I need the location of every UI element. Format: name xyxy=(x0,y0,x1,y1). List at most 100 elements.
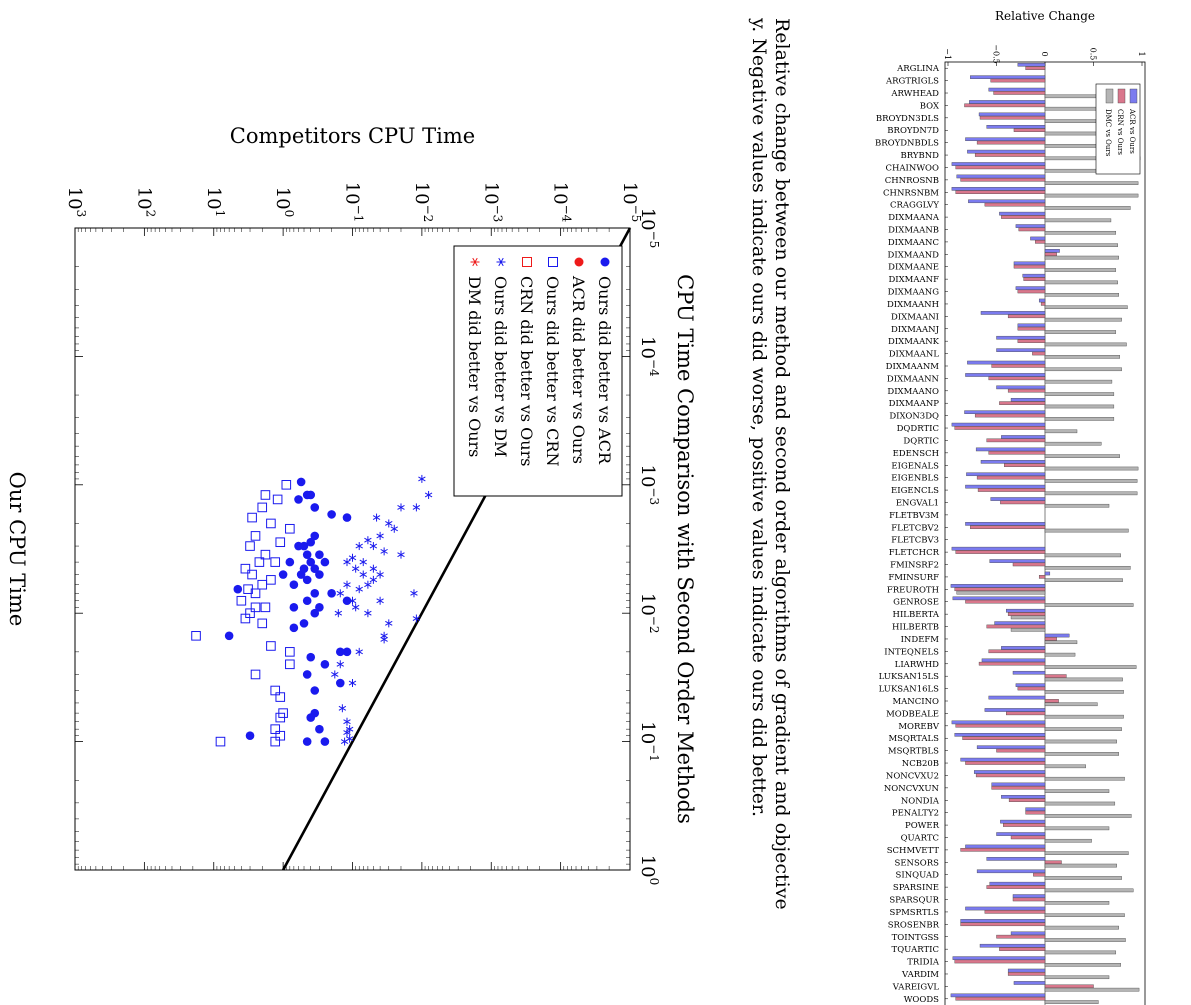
scatter-point xyxy=(342,596,352,606)
star-stroke xyxy=(369,543,378,549)
star-stroke xyxy=(472,257,478,267)
bar-acr xyxy=(996,335,1046,340)
scatter-point xyxy=(302,550,312,559)
star-marker xyxy=(390,524,398,533)
star-marker xyxy=(364,536,372,545)
scatter-legend-label: DM did better vs Ours xyxy=(465,276,484,457)
bar-acr xyxy=(976,869,1046,874)
value-tick-label: 0.5 xyxy=(1089,48,1098,61)
bar-crn xyxy=(984,910,1046,914)
bar-acr xyxy=(991,782,1046,787)
star-stroke xyxy=(336,590,344,596)
bar-crn xyxy=(990,78,1046,83)
star-stroke xyxy=(351,604,360,610)
scatter-point xyxy=(302,596,312,606)
bar-legend-box xyxy=(1095,83,1141,175)
bar-crn xyxy=(1040,302,1046,306)
star-marker xyxy=(336,589,344,598)
bar-dmc xyxy=(1044,764,1086,769)
value-tick-label: −0.5 xyxy=(992,44,1001,63)
bar-dmc xyxy=(1044,293,1119,297)
bar-crn xyxy=(993,91,1046,95)
category-label: DIXMAANP xyxy=(889,399,940,409)
scatter-point xyxy=(327,510,336,519)
scatter-point xyxy=(306,557,316,567)
star-marker xyxy=(380,547,388,556)
bar-dmc xyxy=(1044,677,1123,682)
bar-dmc xyxy=(1044,491,1138,496)
scatter-series-2 xyxy=(191,480,295,747)
bar-dmc xyxy=(1044,640,1078,645)
bar-crn xyxy=(955,550,1046,554)
bar-crn xyxy=(1012,562,1046,567)
bar-acr xyxy=(1010,397,1046,402)
category-label: MODBEALE xyxy=(886,709,939,719)
bar-crn xyxy=(1012,897,1046,902)
x-tick-label: 10−4 xyxy=(637,336,661,377)
bar-dmc xyxy=(1044,913,1125,917)
category-label: TQUARTIC xyxy=(892,945,939,955)
category-label: DIXMAANA xyxy=(888,213,940,223)
star-marker xyxy=(351,564,360,573)
star-marker xyxy=(364,609,372,618)
star-stroke xyxy=(355,649,363,655)
star-stroke xyxy=(336,661,344,667)
bar-crn xyxy=(960,848,1046,852)
bar-acr xyxy=(960,757,1046,762)
x-tick-text: 10−4 xyxy=(637,336,661,377)
category-label: DQRTIC xyxy=(903,436,939,446)
bar-acr xyxy=(966,472,1046,477)
scatter-point xyxy=(315,603,324,612)
category-label: DIXMAANE xyxy=(888,263,939,273)
bar-acr xyxy=(964,410,1046,414)
bar-acr xyxy=(970,75,1046,79)
bar-acr xyxy=(973,770,1046,774)
star-marker xyxy=(376,531,384,540)
scatter-point xyxy=(310,608,320,618)
category-label: DIXMAANH xyxy=(887,300,939,310)
bar-crn xyxy=(1033,872,1046,877)
bar-dmc xyxy=(1044,963,1121,967)
scatter-point xyxy=(342,513,352,522)
bar-dmc xyxy=(1044,367,1122,372)
scatter-point xyxy=(257,502,268,513)
star-stroke xyxy=(397,504,405,510)
bar-acr xyxy=(965,906,1046,911)
category-label: EDENSCH xyxy=(893,449,939,459)
bar-acr xyxy=(979,943,1046,948)
category-label: MSQRTBLS xyxy=(888,747,939,757)
category-label: SPARSINE xyxy=(893,883,939,893)
scatter-point xyxy=(191,631,201,641)
bar-dmc xyxy=(1044,441,1102,446)
star-marker xyxy=(343,717,351,726)
bar-dmc xyxy=(1044,280,1118,285)
bar-dmc xyxy=(1044,379,1113,384)
bar-crn xyxy=(954,587,1046,592)
category-label: QUARTC xyxy=(901,833,939,843)
bar-acr xyxy=(967,360,1046,365)
value-tick-label: 0 xyxy=(1040,51,1049,56)
category-label: LUKSAN16LS xyxy=(879,685,940,695)
star-stroke xyxy=(359,559,367,565)
bar-crn xyxy=(1023,277,1046,281)
bar-crn xyxy=(1018,227,1046,232)
bar-acr xyxy=(996,348,1046,352)
bar-crn xyxy=(1044,984,1094,989)
bar-legend-swatch xyxy=(1129,88,1138,104)
bar-acr xyxy=(981,658,1046,663)
y-tick-label: 10−2 xyxy=(411,182,435,223)
scatter-legend: Ours did better vs ACR ACR did better vs … xyxy=(453,245,623,497)
category-label: FLETCHCR xyxy=(889,548,940,558)
bar-crn xyxy=(991,785,1046,790)
scatter-point xyxy=(310,503,320,512)
bar-dmc xyxy=(1044,230,1117,235)
y-tick-label: 102 xyxy=(133,187,157,218)
bar-acr xyxy=(986,857,1046,861)
star-marker xyxy=(369,542,378,551)
y-tick-label: 10−5 xyxy=(619,182,643,223)
bar-dmc xyxy=(1044,851,1129,855)
star-marker xyxy=(418,474,426,483)
x-tick-exponent: −2 xyxy=(647,616,661,634)
bar-acr xyxy=(951,422,1046,427)
scatter-title-text: CPU Time Comparison with Second Order Me… xyxy=(673,274,697,824)
